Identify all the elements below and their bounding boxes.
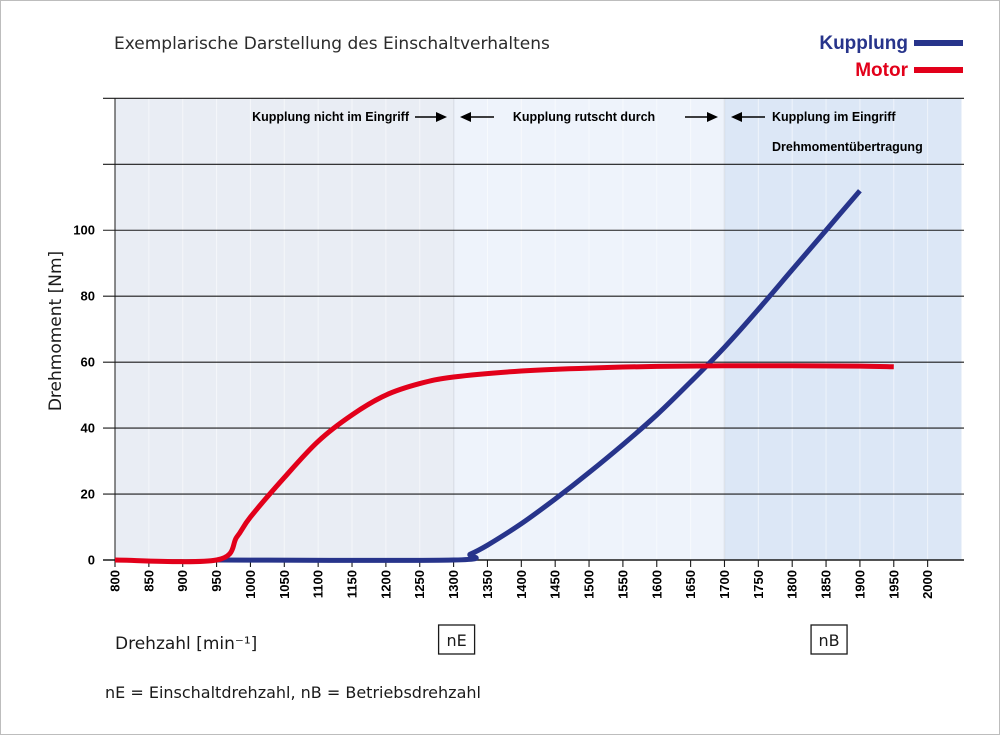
zone-background-3 xyxy=(724,98,962,560)
y-tick-label: 60 xyxy=(81,355,95,370)
x-tick-label: 1200 xyxy=(378,570,393,599)
x-axis-title: Drehzahl [min⁻¹] xyxy=(115,634,257,654)
series-line-motor xyxy=(114,363,894,565)
marker-label-nE: nE xyxy=(446,631,466,650)
y-tick-label: 0 xyxy=(88,553,95,568)
legend-label-kupplung: Kupplung xyxy=(819,33,908,54)
footnote: nE = Einschaltdrehzahl, nB = Betriebsdre… xyxy=(105,683,481,702)
marker-label-nB: nB xyxy=(818,631,839,650)
marker-box-nE xyxy=(437,624,476,655)
y-tick-label: 100 xyxy=(73,223,95,238)
arrow-right-icon xyxy=(436,112,447,122)
chart-title: Exemplarische Darstellung des Einschaltv… xyxy=(114,34,550,54)
y-axis-title: Drehmoment [Nm] xyxy=(46,251,66,411)
x-tick-label: 800 xyxy=(108,570,123,592)
x-tick-label: 1850 xyxy=(819,570,834,599)
x-tick-label: 1100 xyxy=(311,570,326,598)
series-line-kupplung xyxy=(216,189,862,563)
legend-label-motor: Motor xyxy=(855,60,908,81)
zone-backgrounds xyxy=(115,98,962,560)
x-tick-label: 1650 xyxy=(683,570,698,599)
y-tick-label: 20 xyxy=(81,487,95,502)
x-tick-label: 1550 xyxy=(615,570,630,599)
x-tick-label: 850 xyxy=(141,570,156,592)
x-tick-label: 1450 xyxy=(548,570,563,599)
chart-labels: Exemplarische Darstellung des Einschaltv… xyxy=(46,33,963,702)
x-tick-label: 1700 xyxy=(717,570,732,599)
zone-label-2: Kupplung rutscht durch xyxy=(513,110,655,124)
x-tick-label: 900 xyxy=(175,570,190,592)
zone-label-1: Kupplung nicht im Eingriff xyxy=(252,110,410,124)
x-tick-label: 1900 xyxy=(852,570,867,599)
x-tick-label: 1800 xyxy=(785,570,800,599)
x-tick-label: 1750 xyxy=(751,570,766,599)
x-tick-label: 1500 xyxy=(582,570,597,599)
series-lines xyxy=(114,189,894,565)
x-tick-label: 1000 xyxy=(243,570,258,599)
x-tick-label: 1250 xyxy=(412,570,427,599)
vertical-gridlines xyxy=(148,98,929,560)
x-tick-label: 950 xyxy=(209,570,224,592)
x-tick-label: 1150 xyxy=(345,570,360,598)
x-tick-label: 1400 xyxy=(514,570,529,599)
zone-sublabel-3: Drehmomentübertragung xyxy=(772,140,923,154)
y-tick-label: 80 xyxy=(81,289,95,304)
x-tick-label: 1050 xyxy=(277,570,292,599)
y-tick-label: 40 xyxy=(81,421,95,436)
x-tick-label: 1600 xyxy=(649,570,664,599)
x-tick-label: 1950 xyxy=(886,570,901,599)
x-tick-label: 1300 xyxy=(446,570,461,599)
arrow-left-icon xyxy=(731,112,742,122)
arrow-right-icon xyxy=(707,112,718,122)
marker-box-nB xyxy=(810,624,848,655)
x-tick-label: 1350 xyxy=(480,570,495,599)
axes: 0 20 40 60 80 100 800 850 900 950 1000 1050 1100 1150… xyxy=(73,98,935,599)
arrow-left-icon xyxy=(460,112,471,122)
x-tick-label: 2000 xyxy=(920,570,935,599)
zone-label-3: Kupplung im Eingriff xyxy=(772,110,896,124)
